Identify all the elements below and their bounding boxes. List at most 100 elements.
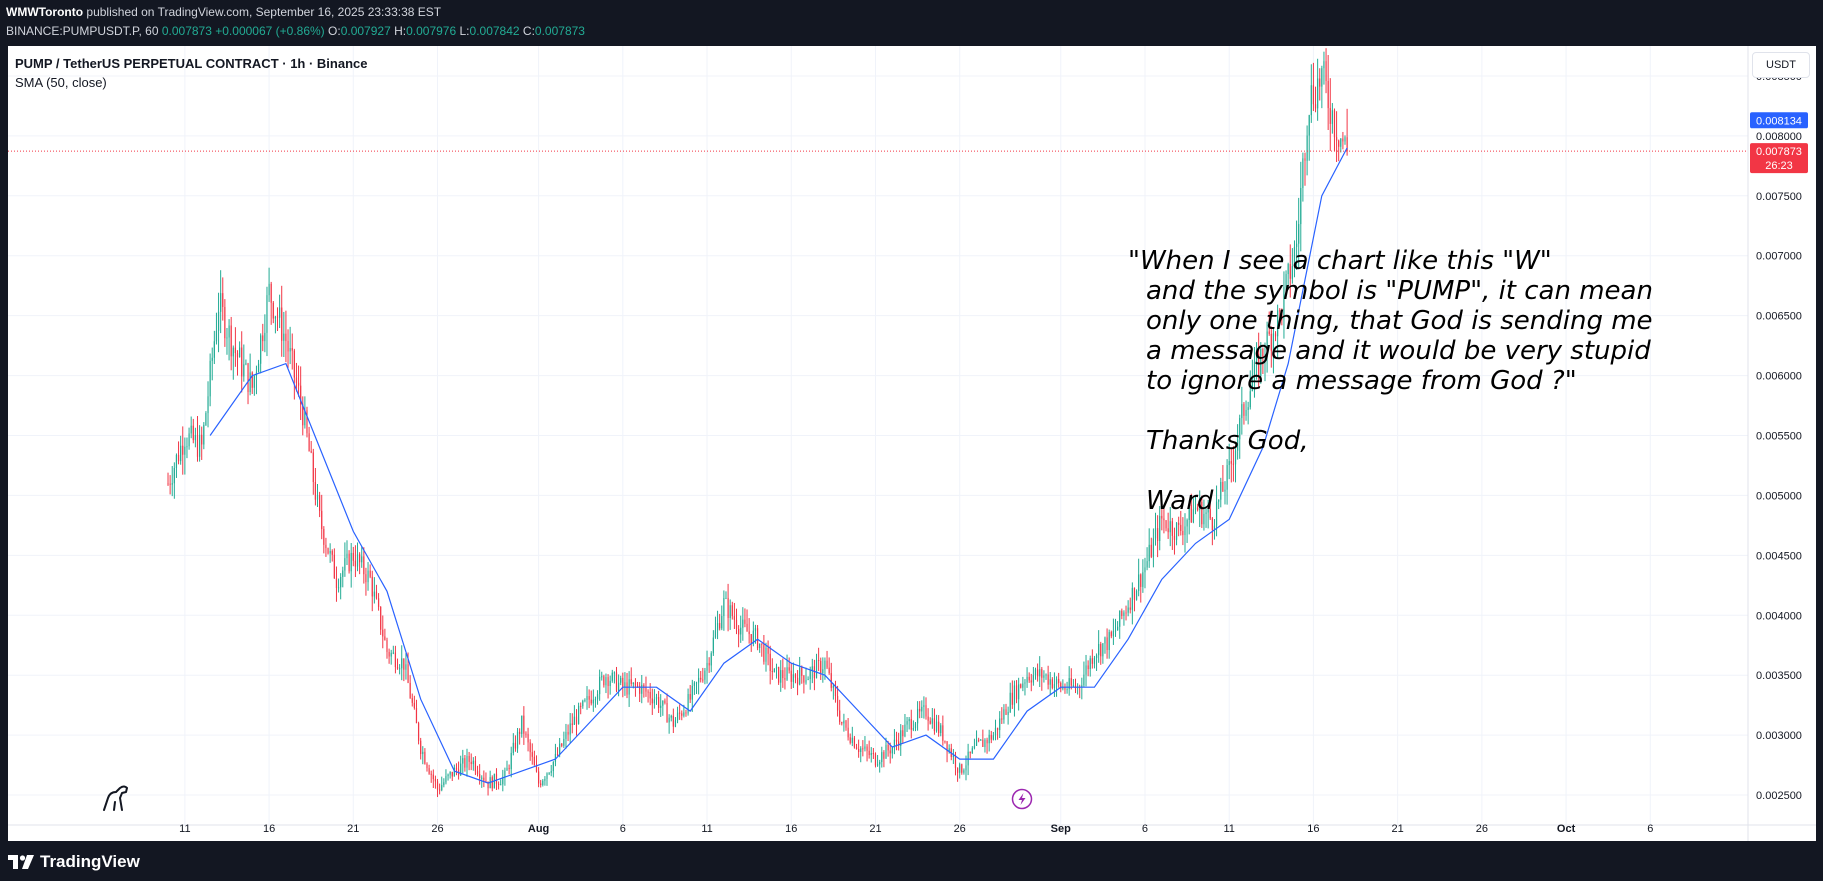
candle — [1190, 493, 1192, 523]
candle — [257, 359, 260, 373]
candle — [716, 610, 719, 640]
x-tick-label: 26 — [1476, 823, 1488, 835]
candle — [1333, 108, 1336, 152]
candle — [455, 763, 458, 776]
candle — [1344, 135, 1346, 145]
candle — [287, 329, 289, 368]
candle — [588, 689, 590, 709]
candle — [1180, 510, 1182, 536]
candle — [1218, 499, 1220, 510]
candle — [428, 764, 430, 775]
x-tick-label: 11 — [1223, 823, 1234, 835]
candle — [457, 761, 460, 780]
candle — [735, 608, 738, 635]
candle — [1169, 507, 1171, 547]
candle — [365, 567, 367, 596]
candle — [792, 662, 794, 689]
y-tick-label: 0.007000 — [1756, 251, 1802, 263]
published-text: published on TradingView.com, September … — [83, 5, 442, 19]
candle — [266, 286, 268, 357]
candle — [497, 781, 500, 790]
candle — [706, 650, 708, 684]
brand-name: TradingView — [40, 852, 140, 871]
candle — [1062, 679, 1064, 691]
candle — [209, 353, 211, 407]
candle — [563, 731, 565, 749]
candle — [571, 713, 573, 734]
candle — [1043, 670, 1045, 683]
candle — [870, 747, 872, 763]
currency-unit-button[interactable]: USDT — [1752, 52, 1810, 78]
candle — [853, 735, 856, 749]
candle — [834, 680, 837, 703]
high-label: H: — [394, 24, 407, 38]
candle — [904, 713, 906, 738]
candle — [367, 562, 369, 591]
candle — [611, 669, 613, 683]
indicator-label[interactable]: SMA (50, close) — [15, 75, 107, 90]
candle — [1049, 671, 1051, 696]
candle — [1003, 704, 1005, 724]
candle — [213, 330, 215, 365]
candle — [952, 749, 954, 765]
candle — [1201, 495, 1203, 528]
lightning-icon[interactable] — [1011, 788, 1033, 810]
candle — [874, 752, 877, 768]
candle — [933, 708, 936, 735]
candle — [592, 689, 594, 712]
candle — [607, 674, 609, 699]
price-tag-value: 0.007873 — [1756, 146, 1802, 158]
candle — [921, 700, 923, 719]
candle — [289, 326, 291, 365]
candle — [986, 737, 988, 754]
candle — [653, 689, 655, 709]
candle — [1064, 683, 1066, 694]
candle — [182, 426, 184, 475]
candle — [1281, 308, 1283, 326]
chart-title: PUMP / TetherUS PERPETUAL CONTRACT · 1h … — [15, 56, 368, 71]
tradingview-brand[interactable]: TradingView — [8, 852, 140, 872]
candle — [1072, 679, 1074, 688]
candle — [439, 783, 441, 795]
open-value: 0.007927 — [340, 24, 391, 38]
candle — [763, 634, 765, 665]
y-tick-label: 0.006000 — [1756, 371, 1802, 383]
candle — [519, 728, 521, 745]
candle — [251, 371, 253, 394]
candle — [316, 483, 319, 508]
candle — [908, 717, 910, 730]
candle — [803, 675, 805, 694]
candle — [660, 694, 662, 717]
footer-bar: TradingView — [0, 841, 1823, 881]
candle — [281, 285, 283, 357]
candle — [264, 314, 266, 353]
candle — [714, 616, 717, 639]
candle — [377, 593, 380, 611]
candle — [346, 540, 348, 566]
candle — [1222, 465, 1224, 492]
candle — [586, 686, 588, 710]
candle — [613, 671, 615, 684]
candle — [618, 674, 620, 697]
y-tick-label: 0.008000 — [1756, 131, 1802, 143]
price-chart[interactable]: 0.0085000.0080000.0075000.0070000.006500… — [0, 0, 1823, 841]
publisher-name[interactable]: WMWToronto — [6, 5, 84, 19]
candle — [533, 750, 535, 766]
candle — [700, 670, 702, 683]
candle — [510, 746, 512, 778]
candle — [1253, 346, 1256, 398]
candle — [950, 743, 952, 761]
candle — [723, 590, 725, 631]
candle — [868, 740, 870, 759]
candle — [441, 776, 443, 792]
candle — [382, 615, 384, 649]
candle — [708, 657, 710, 673]
candle — [1245, 400, 1247, 421]
candle — [321, 494, 323, 540]
candle — [270, 281, 272, 325]
candle — [1148, 528, 1150, 568]
candle — [253, 374, 255, 396]
price-tag — [1750, 112, 1808, 129]
candle — [1112, 618, 1114, 645]
candle — [860, 746, 862, 763]
